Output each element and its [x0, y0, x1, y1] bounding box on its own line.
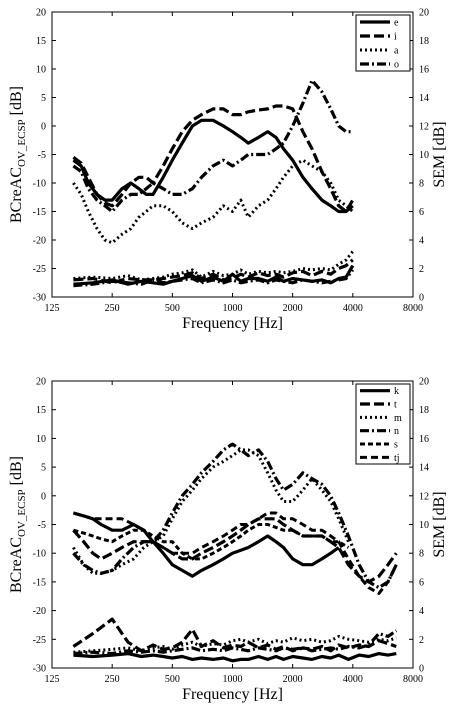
y-tick-label-left: -5 [38, 150, 46, 161]
y-tick-label-right: 10 [419, 150, 429, 161]
x-tick-label: 500 [165, 674, 180, 685]
y-tick-label-left: -30 [33, 664, 46, 675]
y-tick-label-left: -20 [33, 236, 46, 247]
series-line-o [72, 78, 353, 214]
y-tick-label-right: 18 [419, 405, 429, 416]
x-tick-label: 125 [45, 303, 60, 314]
legend-label: i [394, 32, 397, 43]
y-tick-label-right: 20 [419, 377, 429, 388]
y-tick-label-left: 5 [41, 93, 46, 104]
y-tick-label-right: 16 [419, 434, 429, 445]
series-line-i [72, 104, 355, 214]
y-tick-label-right: 14 [419, 463, 429, 474]
x-tick-label: 125 [45, 674, 60, 685]
y-tick-label-left: -10 [33, 549, 46, 560]
legend-label: e [394, 18, 399, 29]
series-line-sem-5 [73, 258, 354, 285]
y-tick-label-left: 5 [41, 463, 46, 474]
series-line-a [72, 158, 354, 245]
y-tick-label-left: -15 [33, 577, 46, 588]
y-tick-label-left: 10 [36, 434, 46, 445]
y-tick-label-right: 12 [419, 122, 429, 133]
y-tick-label-right: 8 [419, 549, 424, 560]
series-line-k [72, 511, 340, 578]
y-tick-label-right: 8 [419, 179, 424, 190]
x-axis-label: Frequency [Hz] [182, 315, 283, 332]
chart-panel-bottom: 125 250 500 1000 2000 4000 8000-30-25-20-15-10… [8, 377, 448, 704]
y-tick-label-right: 12 [419, 491, 429, 502]
legend-label: o [394, 60, 399, 71]
y-tick-label-left: -5 [38, 520, 46, 531]
x-axis-label: Frequency [Hz] [182, 686, 283, 703]
y-tick-label-left: 15 [36, 36, 46, 47]
y-tick-label-right: 6 [419, 577, 424, 588]
y-tick-label-right: 0 [419, 664, 424, 675]
y-tick-label-right: 18 [419, 36, 429, 47]
y-tick-label-right: 10 [419, 520, 429, 531]
series-line-sem-6 [73, 651, 397, 663]
series-line-n [72, 442, 398, 590]
x-tick-label: 1000 [223, 303, 243, 314]
series-line-sem-8 [73, 634, 397, 654]
legend-label: a [394, 46, 399, 57]
x-tick-label: 500 [165, 303, 180, 314]
legend-label: k [394, 386, 399, 397]
y-tick-label-left: 0 [41, 122, 46, 133]
y-tick-label-left: 20 [36, 8, 46, 19]
x-tick-label: 1000 [223, 674, 243, 685]
legend-label: n [394, 426, 399, 437]
series-line-m [72, 448, 350, 575]
y-axis-label-right: SEM [dB] [431, 121, 448, 187]
y-axis-label-left: BCreACOV_ECSP [dB] [8, 456, 28, 593]
y-tick-label-right: 20 [419, 8, 429, 19]
y-tick-label-left: 20 [36, 377, 46, 388]
y-tick-label-right: 6 [419, 207, 424, 218]
y-tick-label-left: -15 [33, 207, 46, 218]
x-tick-label: 4000 [343, 303, 363, 314]
series-line-s [72, 523, 350, 561]
y-tick-label-left: -30 [33, 293, 46, 304]
legend-label: t [394, 400, 397, 411]
y-tick-label-right: 16 [419, 65, 429, 76]
y-tick-label-left: 15 [36, 405, 46, 416]
y-tick-label-right: 4 [419, 236, 424, 247]
legend-label: tj [394, 453, 400, 464]
legend-label: m [394, 413, 402, 424]
y-tick-label-left: -10 [33, 179, 46, 190]
y-tick-label-left: -25 [33, 264, 46, 275]
series-line-sem-6 [73, 250, 354, 282]
x-tick-label: 4000 [343, 674, 363, 685]
x-tick-label: 8000 [403, 674, 423, 685]
y-tick-label-left: 0 [41, 491, 46, 502]
y-tick-label-right: 14 [419, 93, 429, 104]
y-tick-label-right: 2 [419, 635, 424, 646]
x-tick-label: 250 [105, 303, 120, 314]
chart-panel-top: 125 250 500 1000 2000 4000 8000-30-25-20-15-10… [8, 8, 448, 333]
y-axis-label-right: SEM [dB] [431, 491, 448, 557]
x-tick-label: 2000 [283, 674, 303, 685]
x-tick-label: 250 [105, 674, 120, 685]
y-tick-label-right: 4 [419, 606, 424, 617]
y-tick-label-left: -25 [33, 635, 46, 646]
series-line-e [72, 118, 354, 214]
legend-label: s [394, 440, 398, 451]
y-tick-label-right: 0 [419, 293, 424, 304]
series-line-sem-9 [73, 629, 398, 656]
series-line-tj [72, 511, 398, 595]
series-line-sem-7 [73, 268, 355, 288]
x-tick-label: 2000 [283, 303, 303, 314]
y-tick-label-right: 2 [419, 264, 424, 275]
y-axis-label-left: BCreACOV_ECSP [dB] [8, 86, 28, 223]
y-tick-label-left: -20 [33, 606, 46, 617]
y-tick-label-left: 10 [36, 65, 46, 76]
x-tick-label: 8000 [403, 303, 423, 314]
series-line-t [72, 517, 398, 584]
